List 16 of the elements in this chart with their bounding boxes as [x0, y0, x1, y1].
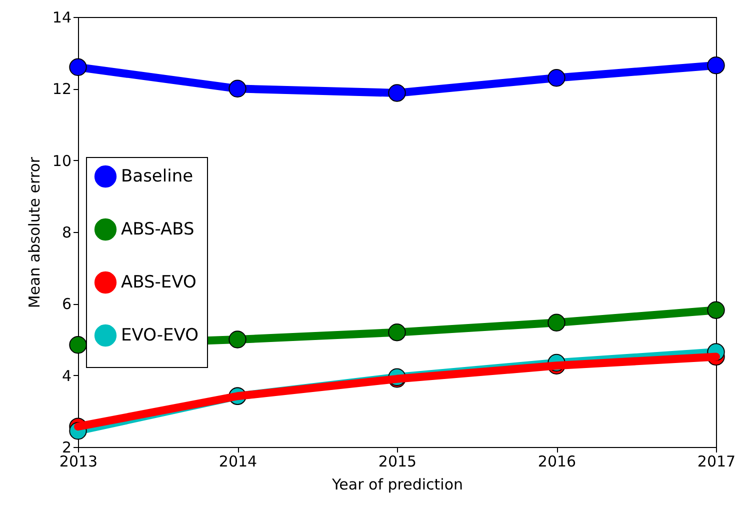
legend-label: EVO-EVO — [121, 326, 199, 346]
x-tick-label: 2015 — [378, 452, 417, 470]
x-tick-label: 2016 — [538, 452, 576, 470]
y-tick-label: 12 — [52, 80, 72, 98]
y-tick-label: 14 — [52, 8, 72, 26]
x-tick-label: 2017 — [697, 452, 736, 470]
y-tick-label: 4 — [62, 366, 72, 385]
legend-label: Baseline — [121, 166, 194, 186]
y-tick-label: 10 — [52, 152, 72, 170]
x-axis-title: Year of prediction — [330, 476, 464, 494]
y-axis-title: Mean absolute error — [25, 156, 44, 308]
y-tick-label: 8 — [62, 224, 72, 242]
y-tick-label: 6 — [62, 295, 72, 314]
x-tick-label: 2014 — [218, 452, 258, 470]
legend-label: ABS-EVO — [121, 272, 196, 292]
legend-label: ABS-ABS — [121, 220, 194, 240]
